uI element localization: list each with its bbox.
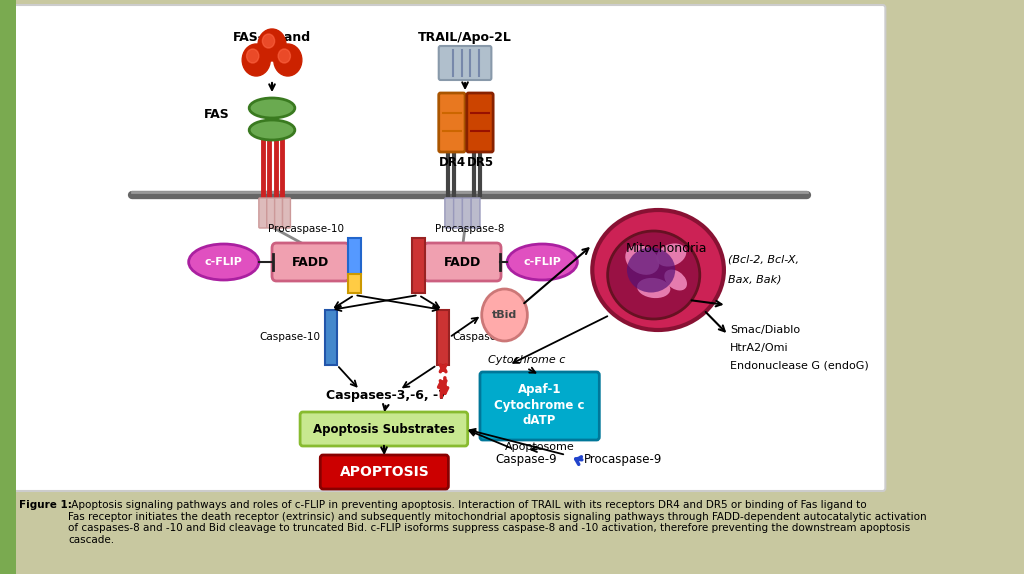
Bar bbox=[0, 0, 15, 574]
Circle shape bbox=[243, 44, 270, 76]
FancyBboxPatch shape bbox=[454, 198, 463, 228]
Text: DR4: DR4 bbox=[438, 156, 466, 169]
Text: Cytochrome c: Cytochrome c bbox=[487, 355, 565, 365]
Text: FAS-Ligand: FAS-Ligand bbox=[232, 32, 311, 45]
Text: (Bcl-2, Bcl-X,: (Bcl-2, Bcl-X, bbox=[728, 255, 800, 265]
Ellipse shape bbox=[665, 270, 687, 290]
Bar bbox=[437, 310, 450, 365]
Text: Mitochondria: Mitochondria bbox=[626, 242, 708, 254]
Text: Caspase-8: Caspase-8 bbox=[453, 332, 507, 343]
Text: Procaspase-10: Procaspase-10 bbox=[268, 224, 344, 234]
FancyBboxPatch shape bbox=[467, 93, 494, 152]
FancyBboxPatch shape bbox=[424, 243, 501, 281]
FancyBboxPatch shape bbox=[274, 198, 283, 228]
Ellipse shape bbox=[249, 120, 295, 140]
Text: Apoptosome: Apoptosome bbox=[505, 442, 574, 452]
Ellipse shape bbox=[637, 278, 671, 298]
Ellipse shape bbox=[627, 247, 675, 293]
FancyBboxPatch shape bbox=[438, 93, 465, 152]
Bar bbox=[413, 238, 425, 293]
Circle shape bbox=[273, 44, 302, 76]
Ellipse shape bbox=[592, 210, 724, 330]
Text: TRAIL/Apo-2L: TRAIL/Apo-2L bbox=[418, 32, 512, 45]
Text: HtrA2/Omi: HtrA2/Omi bbox=[730, 343, 788, 353]
FancyBboxPatch shape bbox=[471, 198, 480, 228]
Text: Apoptosis signaling pathways and roles of c-FLIP in preventing apoptosis. Intera: Apoptosis signaling pathways and roles o… bbox=[69, 500, 927, 545]
FancyBboxPatch shape bbox=[480, 372, 599, 440]
Ellipse shape bbox=[626, 245, 659, 275]
FancyBboxPatch shape bbox=[321, 455, 449, 489]
FancyBboxPatch shape bbox=[266, 198, 274, 228]
Ellipse shape bbox=[507, 244, 578, 280]
FancyBboxPatch shape bbox=[463, 198, 471, 228]
Ellipse shape bbox=[607, 231, 699, 319]
Text: Figure 1:: Figure 1: bbox=[19, 500, 72, 510]
FancyBboxPatch shape bbox=[13, 5, 886, 491]
Text: Caspases-3,-6, -7: Caspases-3,-6, -7 bbox=[326, 389, 446, 401]
Ellipse shape bbox=[656, 243, 686, 266]
Text: Apoptosis Substrates: Apoptosis Substrates bbox=[313, 422, 455, 436]
Ellipse shape bbox=[249, 98, 295, 118]
FancyBboxPatch shape bbox=[300, 412, 468, 446]
Circle shape bbox=[262, 34, 274, 48]
Text: FADD: FADD bbox=[292, 255, 330, 269]
Text: Cytochrome c: Cytochrome c bbox=[495, 398, 585, 412]
Text: DR5: DR5 bbox=[467, 156, 494, 169]
Text: Apaf-1: Apaf-1 bbox=[518, 382, 561, 395]
Circle shape bbox=[258, 29, 286, 61]
Text: c-FLIP: c-FLIP bbox=[205, 257, 243, 267]
Circle shape bbox=[481, 289, 527, 341]
Text: FADD: FADD bbox=[443, 255, 481, 269]
FancyBboxPatch shape bbox=[272, 243, 349, 281]
Text: tBid: tBid bbox=[492, 310, 517, 320]
Text: Procaspase-8: Procaspase-8 bbox=[435, 224, 504, 234]
Text: Bax, Bak): Bax, Bak) bbox=[728, 275, 781, 285]
FancyBboxPatch shape bbox=[438, 46, 492, 80]
FancyBboxPatch shape bbox=[259, 198, 266, 228]
Bar bbox=[348, 238, 360, 274]
Bar bbox=[348, 274, 360, 293]
Text: Caspase-10: Caspase-10 bbox=[259, 332, 321, 343]
FancyBboxPatch shape bbox=[444, 198, 454, 228]
FancyBboxPatch shape bbox=[283, 198, 291, 228]
Text: Smac/Diablo: Smac/Diablo bbox=[730, 325, 800, 335]
Text: c-FLIP: c-FLIP bbox=[523, 257, 561, 267]
Text: FAS: FAS bbox=[204, 108, 230, 122]
Text: Procaspase-9: Procaspase-9 bbox=[584, 453, 663, 467]
Ellipse shape bbox=[188, 244, 259, 280]
Text: APOPTOSIS: APOPTOSIS bbox=[339, 465, 429, 479]
Text: Caspase-9: Caspase-9 bbox=[496, 453, 557, 467]
Text: Endonuclease G (endoG): Endonuclease G (endoG) bbox=[730, 361, 868, 371]
Circle shape bbox=[247, 49, 259, 63]
Circle shape bbox=[279, 49, 291, 63]
Text: dATP: dATP bbox=[523, 414, 556, 428]
Bar bbox=[325, 310, 337, 365]
